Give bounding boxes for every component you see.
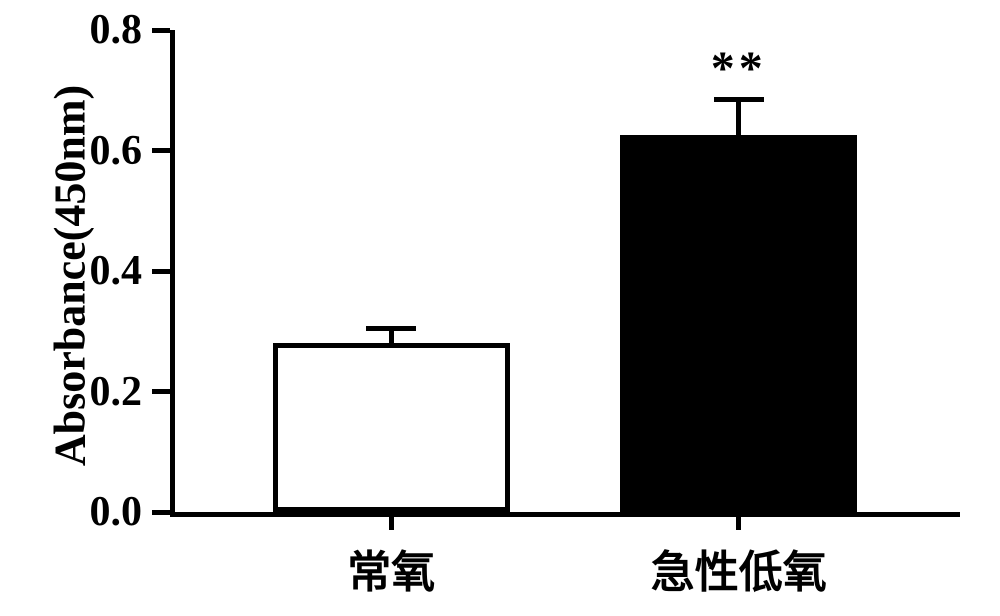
x-tick [389, 512, 394, 530]
y-tick [152, 28, 170, 33]
significance-marker: ** [711, 45, 767, 93]
y-axis-line [170, 30, 175, 517]
x-tick-label: 急性低氧 [651, 536, 827, 600]
y-tick-label: 0.8 [0, 6, 142, 54]
chart-container: Absorbance(450nm) 0.00.20.40.60.8 常氧急性低氧… [0, 0, 1000, 616]
y-tick [152, 269, 170, 274]
y-tick-label: 0.2 [0, 368, 142, 416]
y-tick-label: 0.6 [0, 127, 142, 175]
errorbar-stem [736, 99, 741, 135]
bar [620, 135, 857, 512]
y-tick-label: 0.4 [0, 247, 142, 295]
y-tick [152, 389, 170, 394]
y-tick-label: 0.0 [0, 488, 142, 536]
errorbar-cap [714, 97, 764, 102]
x-axis-line [170, 512, 960, 517]
y-tick [152, 510, 170, 515]
bar [273, 343, 510, 512]
x-tick-label: 常氧 [347, 536, 435, 600]
errorbar-cap [366, 326, 416, 331]
y-tick [152, 148, 170, 153]
x-tick [736, 512, 741, 530]
